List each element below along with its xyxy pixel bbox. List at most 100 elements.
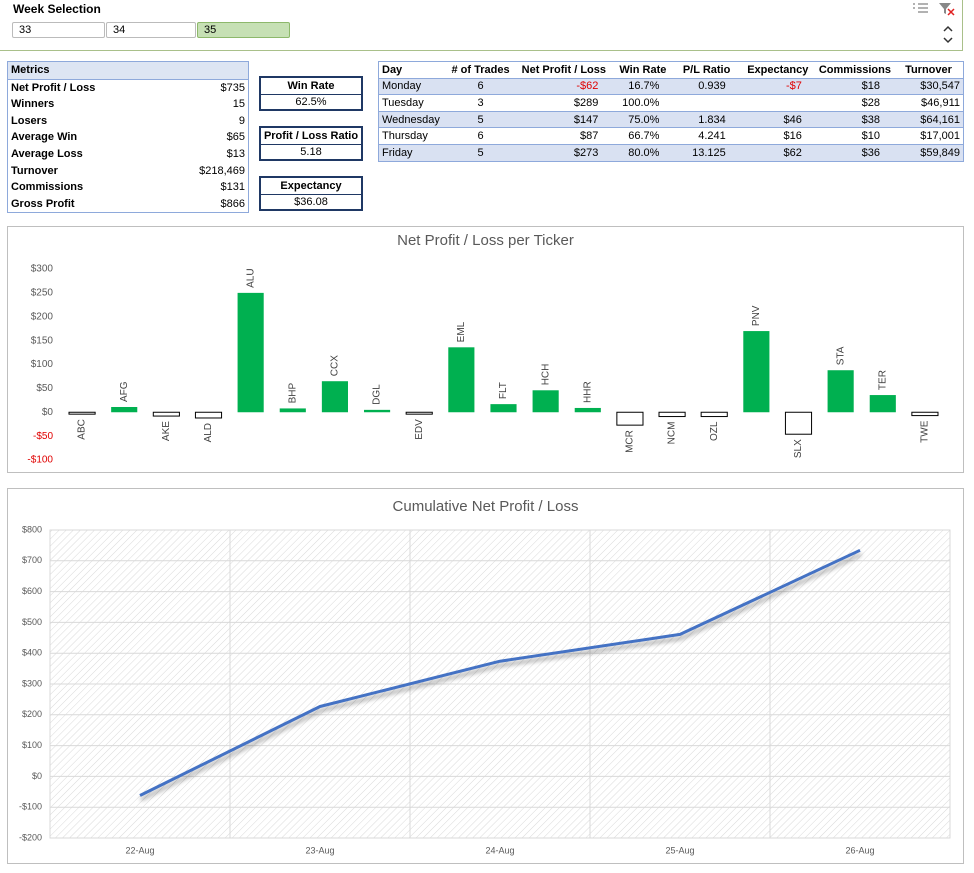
- metric-value: $13: [226, 147, 245, 160]
- kpi-box: Expectancy $36.08: [259, 176, 363, 211]
- y-tick-label: $0: [42, 407, 54, 418]
- table-cell: $38: [815, 111, 894, 128]
- table-cell: $36: [815, 144, 894, 161]
- table-cell: [740, 95, 816, 112]
- metrics-row: Net Profit / Loss $735: [8, 80, 248, 97]
- x-tick-label: SLX: [793, 439, 804, 458]
- table-cell: $17,001: [920, 130, 960, 143]
- metric-value: $866: [220, 197, 245, 210]
- y-tick-label: $600: [22, 586, 42, 596]
- column-header: # of Trades: [451, 63, 510, 76]
- metric-value: $735: [220, 81, 245, 94]
- x-tick-label: ALD: [203, 423, 214, 442]
- bar: [364, 409, 391, 413]
- bar: [321, 381, 348, 413]
- bar: [490, 404, 517, 413]
- bar: [194, 411, 223, 419]
- table-cell: $18: [815, 78, 894, 95]
- table-cell: $64,161: [893, 111, 963, 128]
- header-row: Day # of Trades Net Profit / Loss Win Rate P…: [379, 62, 963, 78]
- x-tick-label: TER: [877, 370, 888, 390]
- metric-label: Losers: [11, 114, 48, 127]
- chart: Net Profit / Loss per Ticker -$100 -$50 $0 $…: [27, 232, 939, 466]
- column-header: Commissions: [818, 63, 891, 76]
- slicer-scroll[interactable]: [942, 24, 954, 46]
- x-tick-label: AKE: [161, 421, 172, 441]
- bar: [111, 406, 138, 413]
- bar: [784, 411, 813, 435]
- y-tick-label: -$200: [19, 832, 42, 842]
- x-tick-label: OZL: [709, 421, 720, 441]
- x-tick-label: 23-Aug: [305, 845, 334, 855]
- metrics-row: Commissions $131: [8, 179, 248, 196]
- kpi-box: Win Rate 62.5%: [259, 76, 363, 111]
- table-cell: 5: [445, 111, 516, 128]
- metric-label: Winners: [11, 98, 55, 111]
- chart: Cumulative Net Profit / Loss -$200 -$100 $0…: [19, 498, 951, 855]
- column-header: Turnover: [905, 63, 952, 76]
- table-cell: 100.0%: [622, 96, 660, 109]
- table-cell: 6: [445, 78, 516, 95]
- day-row: Friday 5 $273 80.0% 13.125 $62 $36 $59,849: [379, 144, 963, 161]
- bar: [743, 331, 770, 413]
- kpi-value: 5.18: [300, 146, 322, 158]
- y-tick-label: $100: [31, 359, 54, 370]
- table-cell: $289: [573, 96, 599, 109]
- y-tick-label: $800: [22, 524, 42, 534]
- y-tick-label: -$100: [27, 455, 53, 466]
- day-table-wrap: Day # of Trades Net Profit / Loss Win Rate P…: [378, 61, 964, 162]
- bar: [827, 370, 854, 413]
- table-cell: $28: [861, 96, 880, 109]
- week-button[interactable]: 35: [197, 22, 290, 38]
- x-tick-label: 26-Aug: [845, 845, 874, 855]
- metric-label: Average Loss: [11, 147, 83, 160]
- week-button[interactable]: 34: [106, 22, 196, 38]
- bar: [532, 390, 559, 413]
- metric-value: 15: [232, 98, 245, 111]
- week-button[interactable]: 33: [12, 22, 105, 38]
- week-slicer: Week Selection 33 34 35: [0, 0, 963, 51]
- bar: [448, 347, 475, 413]
- table-cell: 4.241: [698, 130, 726, 143]
- day-row: Tuesday 3 $289 100.0% $28 $46,911: [379, 94, 963, 112]
- bar: [658, 411, 686, 418]
- metrics-row: Turnover $218,469: [8, 163, 248, 180]
- metric-value: 9: [238, 114, 245, 127]
- x-tick-label: HHR: [582, 381, 593, 403]
- metric-label: Commissions: [11, 181, 84, 194]
- metrics-row: Average Loss $13: [8, 146, 248, 163]
- chart-title: Net Profit / Loss per Ticker: [397, 232, 574, 249]
- table-cell: Wednesday: [379, 111, 446, 128]
- metric-label: Gross Profit: [11, 197, 75, 210]
- line: [139, 548, 861, 797]
- metrics-row: Gross Profit $866: [8, 196, 248, 213]
- bar-chart-box: Net Profit / Loss per Ticker -$100 -$50 $0 $…: [7, 226, 964, 473]
- table-cell: Friday: [379, 144, 446, 161]
- metric-value: $131: [220, 181, 245, 194]
- x-tick-label: TWE: [920, 420, 931, 443]
- bar: [616, 411, 644, 426]
- bar: [152, 411, 180, 417]
- x-tick-label: FLT: [498, 382, 509, 399]
- table-cell: $46,911: [921, 96, 960, 109]
- y-tick-label: $300: [31, 264, 54, 275]
- column-header: Net Profit / Loss: [521, 63, 606, 76]
- y-tick-label: $50: [36, 383, 53, 394]
- metrics-row: Average Win $65: [8, 129, 248, 146]
- metric-value: $218,469: [199, 164, 245, 177]
- column-header: P/L Ratio: [682, 63, 731, 76]
- table-cell: $147: [515, 111, 613, 128]
- metrics-table: Metrics Net Profit / Loss $735 Winners 15 Los…: [7, 61, 249, 214]
- y-tick-label: $250: [31, 288, 54, 299]
- metrics-row: Winners 15: [8, 96, 248, 113]
- x-tick-label: EML: [456, 321, 467, 342]
- x-tick-label: HCH: [540, 364, 551, 386]
- y-tick-label: $300: [22, 678, 42, 688]
- y-tick-label: -$50: [33, 431, 53, 442]
- x-tick-label: 22-Aug: [125, 845, 154, 855]
- metrics-title: Metrics: [8, 62, 248, 80]
- metric-label: Turnover: [11, 164, 58, 177]
- bar: [237, 292, 264, 413]
- x-tick-label: AFG: [119, 381, 130, 402]
- bar: [405, 411, 433, 415]
